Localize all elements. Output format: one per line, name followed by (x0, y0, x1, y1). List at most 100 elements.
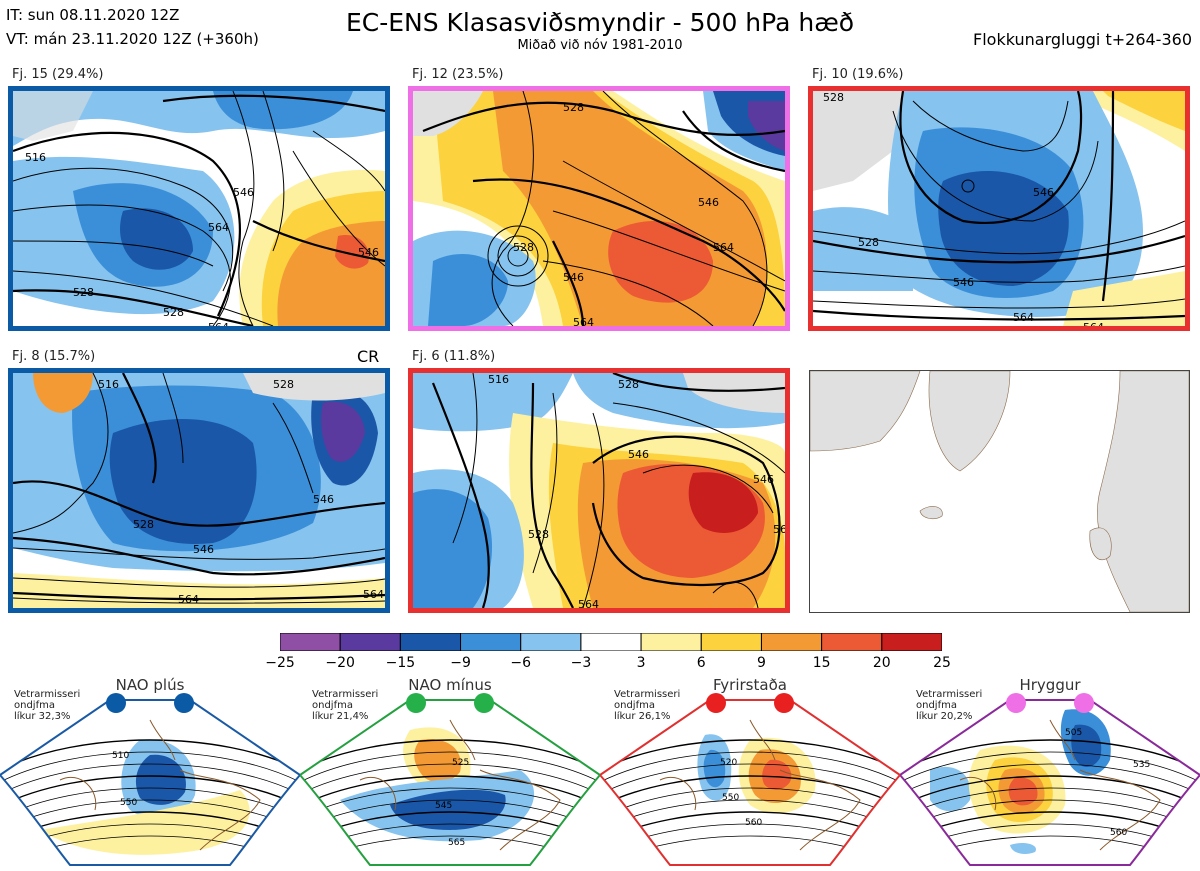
contour-label: 564 (178, 593, 199, 606)
regime-dot (406, 693, 426, 713)
regime-dot (1006, 693, 1026, 713)
regime-note: Vetrarmisseri ondjfma líkur 32,3% (14, 689, 80, 722)
contour-label: 564 (578, 598, 599, 608)
contour-label: 546 (313, 493, 334, 506)
regime-note: Vetrarmisseri ondjfma líkur 20,2% (916, 689, 982, 722)
regime-dot (474, 693, 494, 713)
contour-label: 535 (1133, 760, 1150, 770)
regime-dot (706, 693, 726, 713)
panel-label: Fj. 8 (15.7%) (12, 349, 96, 364)
contour-label: 545 (435, 801, 452, 811)
anomaly-map: 516 528 528 546 546 564 564 (13, 373, 385, 608)
panel-label: Fj. 12 (23.5%) (412, 67, 504, 82)
contour-label: 546 (193, 543, 214, 556)
regime-border (900, 699, 1200, 866)
colorbar-tick-label: −25 (265, 655, 295, 671)
regime-note-line: ondjfma (916, 700, 957, 711)
regime-border (0, 699, 300, 866)
base-map-panel (809, 370, 1190, 613)
regime-note-line: ondjfma (614, 700, 655, 711)
contour-label: 528 (823, 91, 844, 104)
classification-window: Flokkunargluggi t+264-360 (973, 30, 1192, 49)
contour-label: 550 (120, 798, 137, 808)
cr-marker: CR (357, 347, 380, 366)
regime-title: NAO mínus (408, 676, 492, 694)
contour-label: 564 (1013, 311, 1034, 324)
regime-title: Hryggur (1019, 676, 1081, 694)
regime-border (600, 699, 900, 866)
cluster-map-panel: 528 546 528 564 546 564 (408, 86, 790, 331)
contour-label: 546 (1033, 186, 1054, 199)
anomaly-map: 528 546 528 546 564 564 (813, 91, 1185, 326)
contour-label: 528 (273, 378, 294, 391)
regime-dot (774, 693, 794, 713)
contour-label: 528 (563, 101, 584, 114)
regime-note-line: Vetrarmisseri (614, 689, 681, 700)
regime-note-line: líkur 32,3% (14, 711, 71, 722)
regime-dot (174, 693, 194, 713)
colorbar-swatch (760, 633, 823, 651)
contour-label: 528 (163, 306, 184, 319)
regime-fan-map: 520 550 560 (600, 693, 900, 866)
colorbar-swatch (460, 633, 522, 651)
regime-note-line: líkur 21,4% (312, 711, 369, 722)
regime-fan-map: 510 550 (0, 693, 300, 866)
contour-label: 525 (452, 758, 469, 768)
valid-time: VT: mán 23.11.2020 12Z (+360h) (6, 30, 259, 48)
colorbar-tick-label: 20 (872, 655, 891, 671)
colorbar-swatch (700, 633, 762, 651)
contour-label: 546 (953, 276, 974, 289)
contour-label: 564 (208, 321, 229, 326)
colorbar-swatch (399, 633, 462, 651)
page-subtitle: Miðað við nóv 1981-2010 (517, 38, 683, 53)
colorbar-swatch (280, 633, 341, 651)
cluster-map-panel: 516 528 528 546 546 564 564 (408, 368, 790, 613)
page-title: EC-ENS Klasasviðsmyndir - 500 hPa hæð (345, 8, 855, 37)
contour-label: 564 (713, 241, 734, 254)
colorbar-tick-label: −6 (510, 655, 532, 671)
panel-label: Fj. 10 (19.6%) (812, 67, 904, 82)
regime-dot (1074, 693, 1094, 713)
contour-label: 560 (1110, 828, 1127, 838)
contour-label: 510 (112, 751, 129, 761)
contour-label: 528 (513, 241, 534, 254)
colorbar-tick-label: 15 (812, 655, 831, 671)
contour-label: 546 (358, 246, 379, 259)
contour-label: 550 (722, 793, 739, 803)
contour-label: 546 (753, 473, 774, 486)
colorbar-tick-label: −3 (570, 655, 592, 671)
panel-label: Fj. 15 (29.4%) (12, 67, 104, 82)
colorbar-swatch (520, 633, 582, 651)
contour-label: 520 (720, 758, 737, 768)
anomaly-map: 516 528 546 564 528 546 564 (13, 91, 385, 326)
regime-note-line: ondjfma (14, 700, 55, 711)
contour-label: 564 (363, 588, 384, 601)
colorbar-swatch (640, 633, 702, 651)
contour-label: 564 (773, 523, 785, 536)
cluster-map-panel: 516 528 528 546 546 564 564 (8, 368, 390, 613)
contour-label: 528 (528, 528, 549, 541)
contour-label: 546 (698, 196, 719, 209)
regime-note: Vetrarmisseri ondjfma líkur 21,4% (312, 689, 378, 722)
contour-label: 516 (25, 151, 46, 164)
base-map (810, 371, 1189, 612)
colorbar-swatch (821, 633, 883, 651)
contour-label: 528 (858, 236, 879, 249)
contour-label: 505 (1065, 728, 1082, 738)
colorbar-swatch (881, 633, 942, 651)
regime-fan-map: 525 545 565 (300, 693, 600, 866)
colorbar-tick-label: −20 (325, 655, 355, 671)
contour-label: 546 (563, 271, 584, 284)
contour-label: 564 (208, 221, 229, 234)
contour-label: 516 (98, 378, 119, 391)
cluster-map-panel: 516 528 546 564 528 546 564 (8, 86, 390, 331)
contour-label: 564 (573, 316, 594, 326)
regime-note-line: líkur 20,2% (916, 711, 973, 722)
init-time: IT: sun 08.11.2020 12Z (6, 6, 180, 24)
contour-label: 528 (618, 378, 639, 391)
colorbar-tick-label: −9 (450, 655, 471, 671)
contour-label: 546 (233, 186, 254, 199)
contour-label: 560 (745, 818, 762, 828)
regime-border (300, 699, 600, 866)
regime-note-line: Vetrarmisseri (312, 689, 379, 700)
